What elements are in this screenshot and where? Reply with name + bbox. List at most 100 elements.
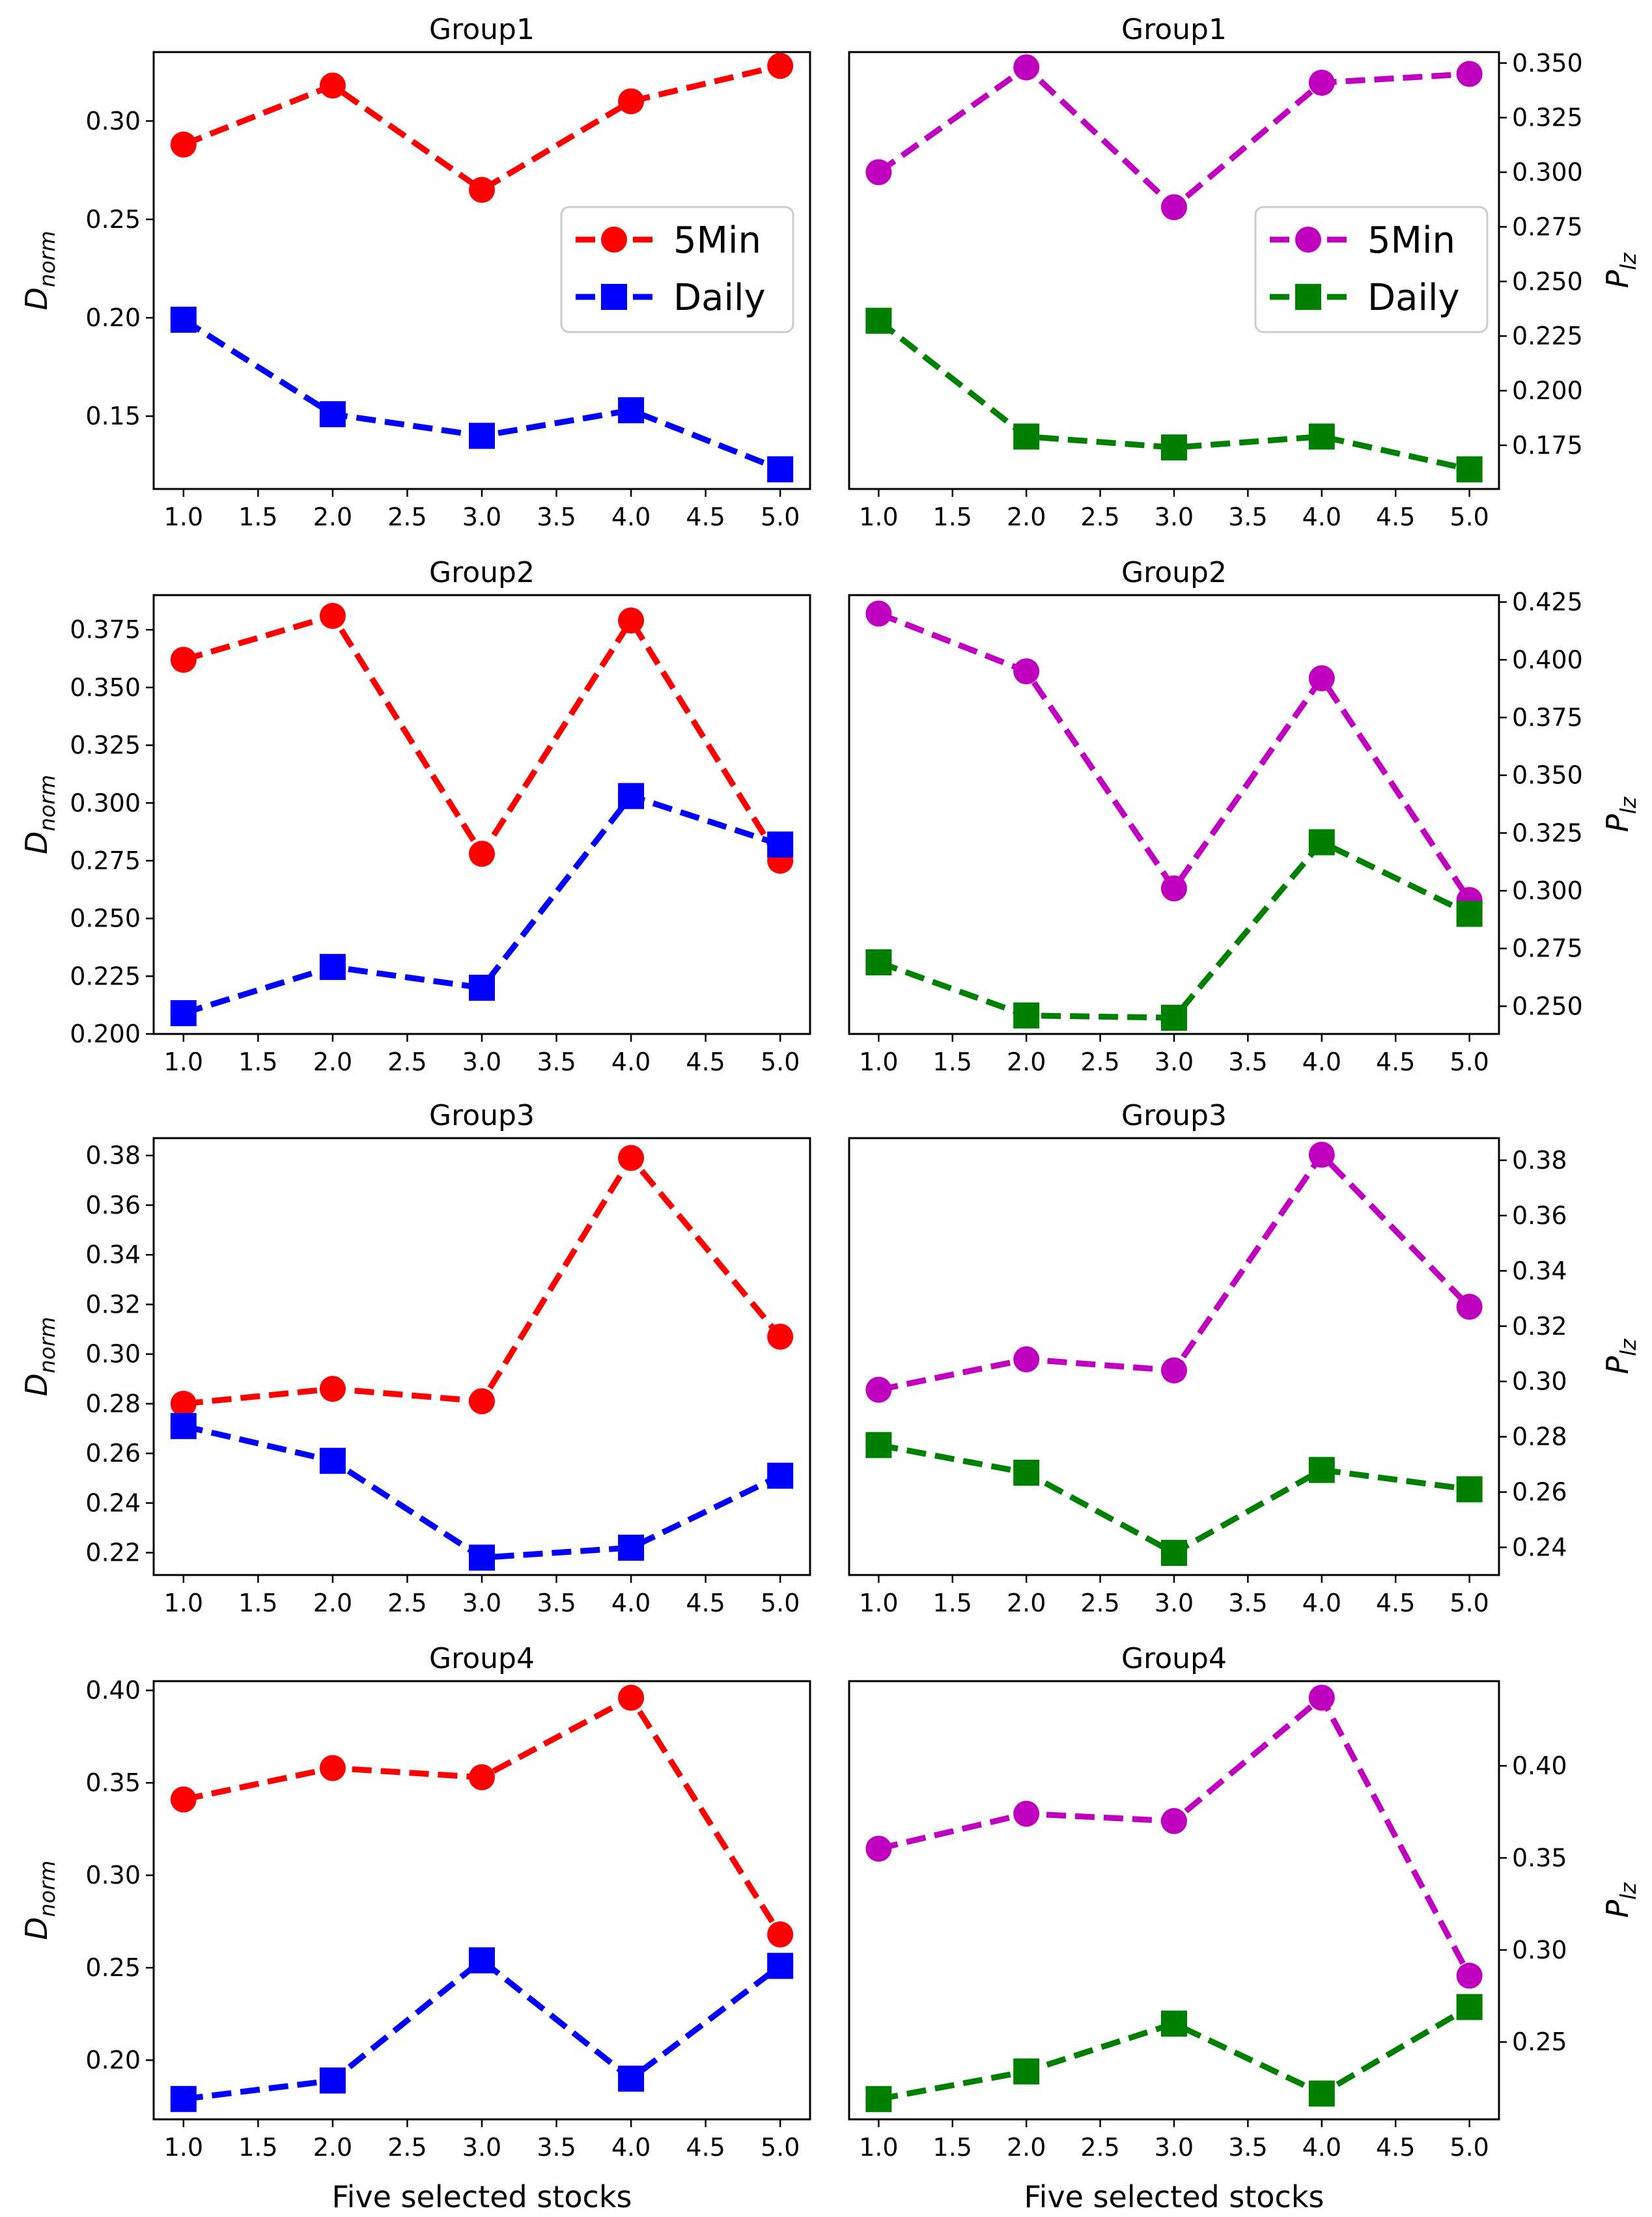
chart7-point-daily-3 [469,1947,495,1973]
chart5-xtick-label: 2.5 [387,1589,427,1617]
chart2-ytick-label: 0.275 [1512,212,1583,241]
chart8-panel: Group4 1.0 1.5 2.0 2.5 3.0 3.5 4.0 4.5 5.0 0.25 0.3… [848,1642,1641,2214]
chart1-ytick-label: 0.15 [85,402,141,430]
chart5-ytick-label: 0.26 [85,1439,141,1468]
chart6-ytick-label: 0.24 [1512,1533,1567,1562]
chart6-xtick-label: 3.5 [1228,1589,1267,1617]
chart7-panel: Group4 1.0 1.5 2.0 2.5 3.0 3.5 4.0 4.5 5.0 0.20 0.2… [19,1642,811,2214]
chart8-ylabel-sub: lz [1616,1882,1641,1900]
chart2-xtick-label: 3.5 [1228,503,1267,531]
chart8-point-daily-3 [1161,2010,1187,2037]
chart2-xtick-label: 1.5 [933,503,972,531]
chart4-xtick-label: 5.0 [1449,1048,1489,1076]
chart4-point-daily-5 [1456,900,1483,927]
chart2-point-daily-5 [1456,456,1483,482]
chart2-ylabel-main: P [1600,270,1635,288]
chart2-ytick-label: 0.350 [1512,49,1583,77]
chart6-point-daily-4 [1308,1457,1335,1483]
chart1-xtick-label: 4.0 [611,503,651,531]
chart6-ytick-label: 0.32 [1512,1312,1567,1341]
chart4-point-daily-4 [1308,829,1335,856]
chart3-xtick-label: 2.0 [313,1048,352,1076]
chart2-ylabel: Plz [1600,253,1641,288]
chart8-ylabel: Plz [1600,1882,1641,1918]
chart7-ytick-label: 0.40 [85,1676,141,1705]
chart7-xtick-label: 2.0 [313,2133,352,2162]
chart2-ytick-label: 0.200 [1512,376,1583,405]
chart7-xtick-label: 1.5 [238,2133,277,2162]
chart1-point-5min-3 [469,176,495,203]
chart6-ytick-label: 0.28 [1512,1423,1567,1451]
chart3-xtick-label: 5.0 [761,1048,800,1076]
chart5-point-daily-5 [767,1462,794,1489]
chart5-point-daily-1 [170,1413,197,1440]
chart4-xtick-label: 2.5 [1080,1048,1119,1076]
chart8-title: Group4 [1121,1642,1227,1675]
chart4-point-daily-2 [1013,1002,1040,1029]
chart2-point-5min-2 [1013,54,1040,81]
chart5-point-5min-2 [319,1376,346,1402]
chart5-xtick-label: 5.0 [761,1589,800,1617]
chart6-xtick-label: 2.0 [1007,1589,1046,1617]
chart5-point-5min-3 [469,1388,495,1415]
chart1-xtick-label: 2.5 [387,503,427,531]
chart2-ytick-label: 0.225 [1512,322,1583,350]
chart4-point-daily-3 [1161,1005,1187,1031]
chart7-point-daily-2 [319,2067,346,2094]
chart5-ytick-label: 0.22 [85,1539,141,1567]
chart5-ytick-label: 0.24 [85,1488,141,1517]
chart3-xtick-label: 1.0 [164,1048,203,1076]
chart2-ytick-label: 0.300 [1512,158,1583,187]
chart1-legend: 5Min Daily [560,206,794,333]
chart1-xtick-label: 1.5 [238,503,277,531]
chart5-ytick-label: 0.38 [85,1141,141,1170]
chart2-point-5min-1 [865,159,892,186]
chart1-ylabel-sub: norm [35,230,60,287]
chart6-ytick-label: 0.36 [1512,1201,1567,1230]
chart3-point-5min-4 [618,607,645,634]
chart8-xtick-label: 1.0 [859,2133,898,2162]
chart8-point-5min-2 [1013,1800,1040,1827]
chart1-xtick-label: 4.5 [686,503,725,531]
chart4-xtick-label: 1.5 [933,1048,972,1076]
chart5-xtick-label: 3.5 [537,1589,576,1617]
chart8-xtick-label: 2.0 [1007,2133,1046,2162]
chart1-point-5min-1 [170,132,197,158]
chart5-xtick-label: 2.0 [313,1589,352,1617]
chart2-point-5min-4 [1308,69,1335,96]
chart6-point-5min-4 [1308,1141,1335,1168]
chart3-xtick-label: 1.5 [238,1048,277,1076]
chart1-point-daily-3 [469,423,495,449]
chart5-xtick-label: 4.5 [686,1589,725,1617]
chart8-xtick-label: 1.5 [933,2133,972,2162]
chart6-axes-frame [848,1137,1500,1576]
chart4-ytick-label: 0.325 [1512,818,1583,847]
chart6-ytick-label: 0.30 [1512,1367,1567,1396]
chart2-ylabel-sub: lz [1616,253,1641,270]
chart8-xtick-label: 4.5 [1376,2133,1415,2162]
chart6-panel: Group3 1.0 1.5 2.0 2.5 3.0 3.5 4.0 4.5 5.0 0.24 0.2… [848,1099,1641,1617]
chart6-point-daily-3 [1161,1540,1187,1567]
chart3-ytick-label: 0.275 [70,846,141,875]
chart5-point-5min-5 [767,1324,794,1350]
chart2-point-daily-1 [865,307,892,334]
chart2-xtick-label: 4.5 [1376,503,1415,531]
chart8-point-5min-5 [1456,1962,1483,1989]
chart8-point-daily-2 [1013,2058,1040,2085]
chart8-point-5min-4 [1308,1684,1335,1711]
chart6-series-line-1 [878,1151,1472,1393]
chart6-xtick-label: 1.5 [933,1589,972,1617]
chart3-ytick-label: 0.200 [70,1020,141,1048]
chart2-xtick-label: 5.0 [1449,503,1489,531]
chart7-point-5min-3 [469,1764,495,1791]
chart2-series-line-2 [876,318,1470,473]
chart5-ylabel-main: D [19,1373,54,1396]
chart3-point-daily-4 [618,783,645,809]
chart8-ytick-label: 0.30 [1512,1936,1567,1964]
chart2-legend-marker-2 [1295,284,1321,310]
chart2-legend-label-1: 5Min [1367,219,1455,262]
chart5-xtick-label: 1.0 [164,1589,203,1617]
chart6-ytick-label: 0.34 [1512,1257,1567,1285]
chart5-ytick-label: 0.28 [85,1389,141,1418]
